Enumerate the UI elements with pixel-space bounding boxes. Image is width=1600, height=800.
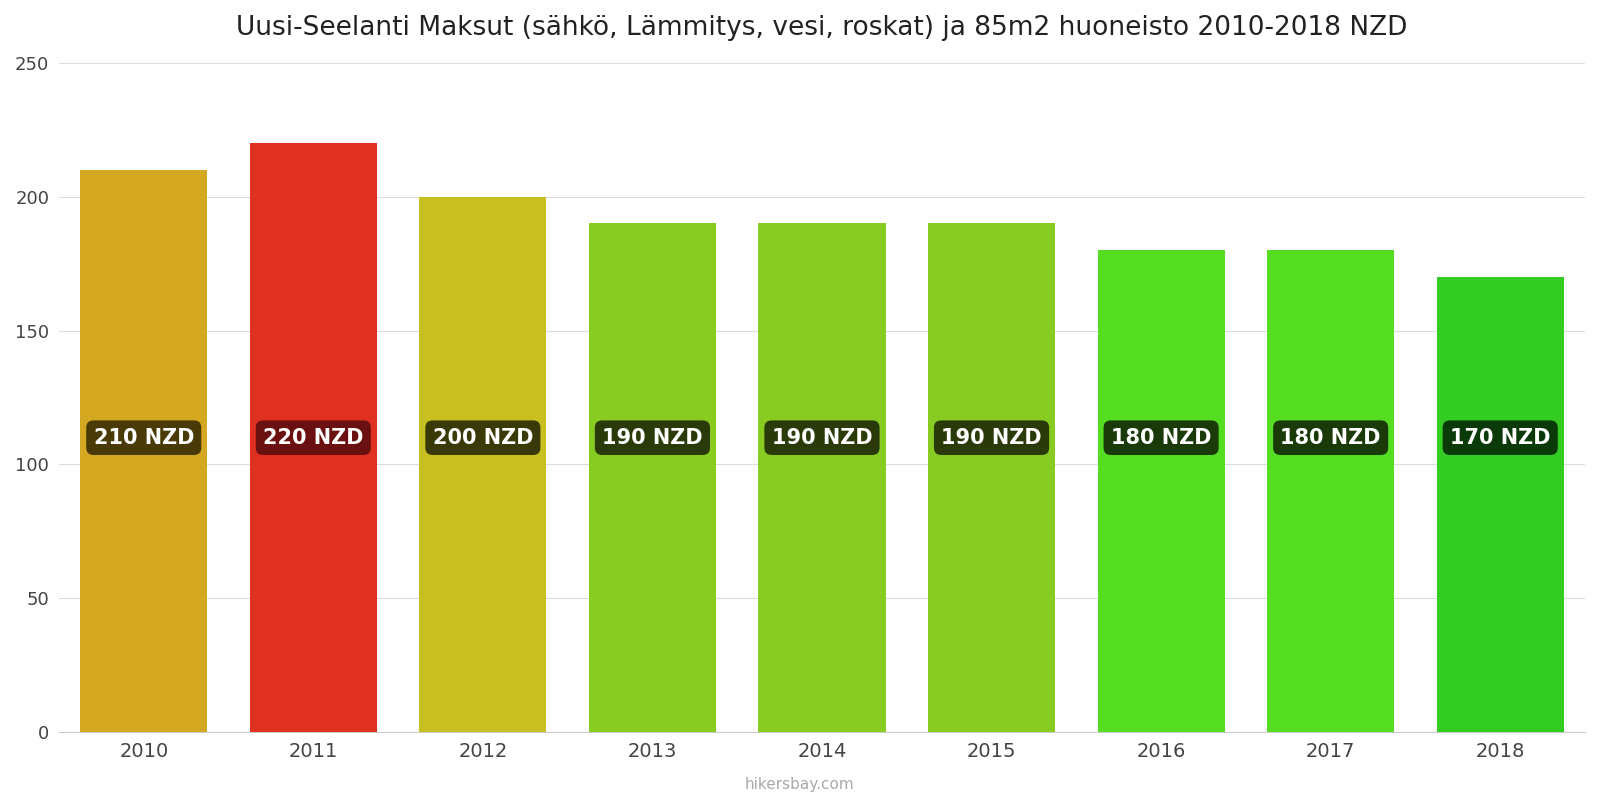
- Text: 200 NZD: 200 NZD: [432, 428, 533, 448]
- Text: 210 NZD: 210 NZD: [93, 428, 194, 448]
- Text: 180 NZD: 180 NZD: [1280, 428, 1381, 448]
- Bar: [80, 170, 208, 732]
- Text: 190 NZD: 190 NZD: [602, 428, 702, 448]
- Text: 170 NZD: 170 NZD: [1450, 428, 1550, 448]
- Text: hikersbay.com: hikersbay.com: [746, 777, 854, 792]
- Bar: [928, 223, 1054, 732]
- Bar: [1437, 277, 1563, 732]
- Bar: [1098, 250, 1224, 732]
- Text: 220 NZD: 220 NZD: [262, 428, 363, 448]
- Text: 190 NZD: 190 NZD: [771, 428, 872, 448]
- Text: 180 NZD: 180 NZD: [1110, 428, 1211, 448]
- Bar: [758, 223, 885, 732]
- Bar: [1267, 250, 1394, 732]
- Bar: [250, 143, 378, 732]
- Bar: [419, 197, 547, 732]
- Bar: [589, 223, 717, 732]
- Title: Uusi-Seelanti Maksut (sähkö, Lämmitys, vesi, roskat) ja 85m2 huoneisto 2010-2018: Uusi-Seelanti Maksut (sähkö, Lämmitys, v…: [237, 15, 1408, 41]
- Text: 190 NZD: 190 NZD: [941, 428, 1042, 448]
